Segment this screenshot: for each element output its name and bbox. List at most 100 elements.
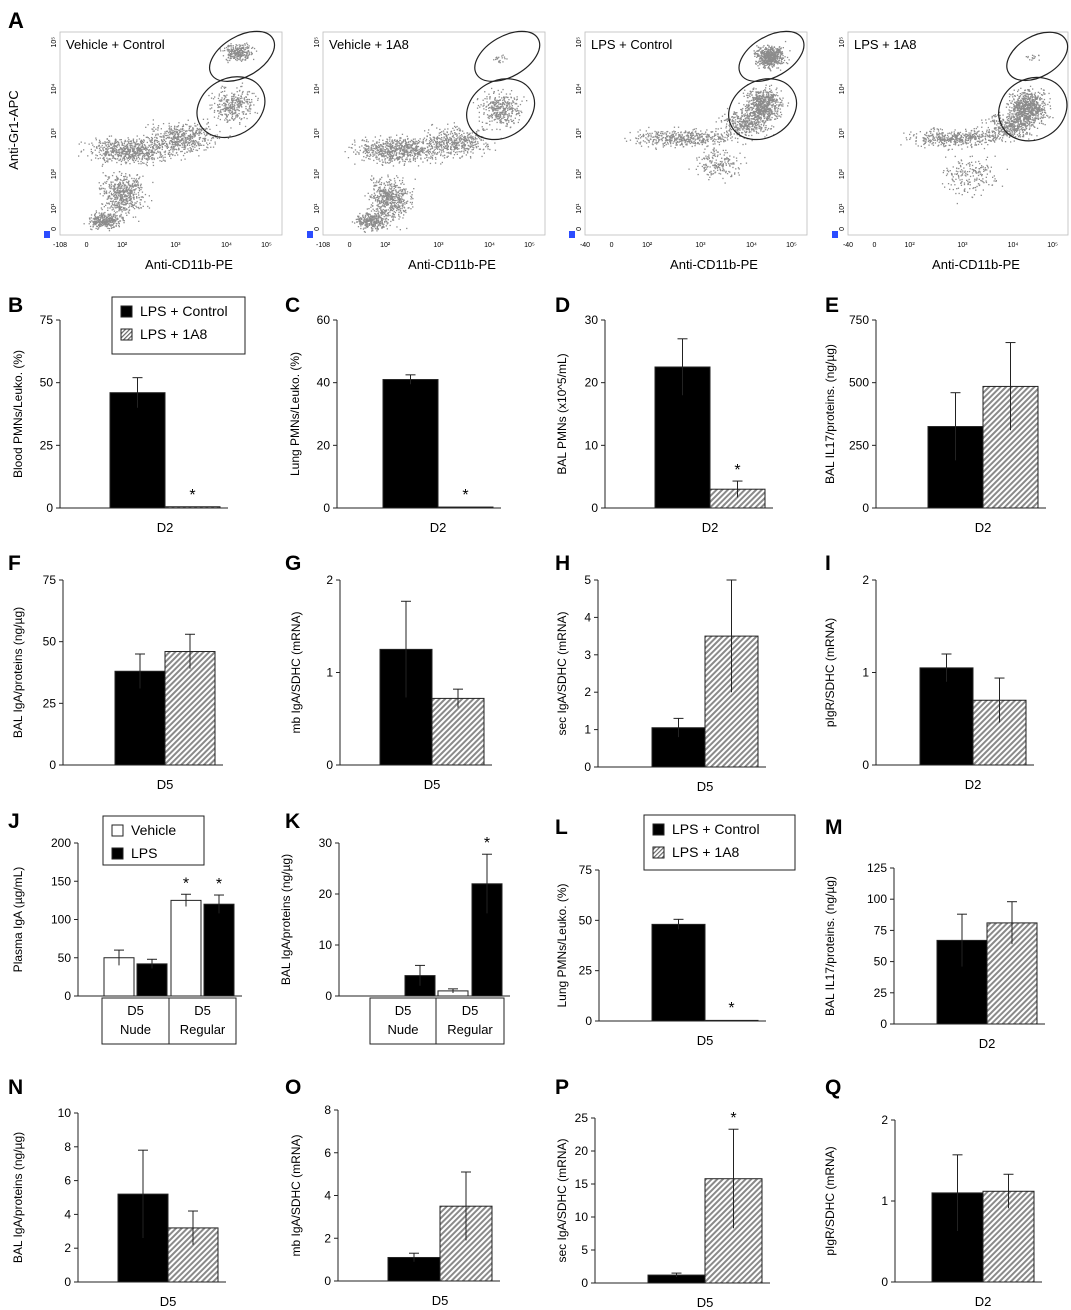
flow-event-dot: [446, 156, 448, 158]
flow-event-dot: [507, 102, 509, 104]
flow-event-dot: [244, 125, 247, 128]
flow-event-dot: [470, 144, 472, 146]
flow-event-dot: [377, 219, 380, 221]
flow-event-dot: [436, 127, 438, 129]
flow-event-dot: [391, 150, 393, 152]
flow-event-dot: [128, 154, 130, 157]
flow-event-dot: [506, 105, 508, 107]
flow-event-dot: [116, 146, 118, 148]
flow-event-dot: [456, 153, 458, 155]
flow-event-dot: [482, 139, 484, 141]
flow-event-dot: [369, 213, 371, 216]
flow-event-dot: [128, 187, 130, 189]
flow-event-dot: [401, 145, 403, 148]
flow-event-dot: [394, 206, 396, 208]
flow-event-dot: [389, 224, 391, 227]
flow-event-dot: [122, 153, 125, 155]
flow-event-dot: [123, 175, 125, 178]
flow-event-dot: [436, 143, 439, 145]
flow-event-dot: [120, 149, 122, 151]
flow-event-dot: [378, 187, 380, 189]
flow-event-dot: [102, 224, 104, 226]
flow-event-dot: [107, 178, 109, 181]
flow-event-dot: [471, 146, 474, 148]
flow-event-dot: [140, 146, 142, 148]
flow-event-dot: [391, 152, 394, 154]
flow-event-dot: [385, 197, 388, 199]
flow-event-dot: [394, 196, 396, 198]
flow-event-dot: [444, 145, 447, 147]
flow-event-dot: [368, 216, 370, 218]
flow-event-dot: [92, 220, 94, 223]
flow-event-dot: [484, 91, 486, 93]
flow-event-dot: [119, 209, 121, 211]
flow-event-dot: [107, 196, 110, 199]
flow-event-dot: [136, 147, 139, 149]
flow-event-dot: [374, 185, 376, 187]
flow-event-dot: [408, 148, 410, 150]
flow-event-dot: [391, 140, 393, 142]
flow-event-dot: [454, 151, 457, 154]
flow-event-dot: [176, 141, 178, 143]
flow-event-dot: [404, 148, 406, 150]
flow-event-dot: [363, 230, 366, 233]
flow-event-dot: [211, 136, 214, 139]
flow-event-dot: [389, 201, 391, 204]
flow-event-dot: [420, 149, 422, 152]
flow-event-dot: [155, 128, 157, 130]
flow-event-dot: [455, 144, 457, 147]
flow-event-dot: [220, 109, 222, 111]
flow-event-dot: [499, 112, 502, 114]
flow-event-dot: [148, 138, 150, 140]
flow-event-dot: [381, 163, 383, 166]
flow-event-dot: [231, 115, 234, 118]
flow-event-dot: [104, 222, 106, 225]
flow-event-dot: [94, 224, 96, 226]
flow-event-dot: [112, 204, 114, 206]
flow-event-dot: [367, 192, 369, 194]
flow-event-dot: [422, 147, 424, 150]
flow-event-dot: [240, 85, 242, 88]
flow-event-dot: [400, 153, 402, 155]
flow-event-dot: [237, 51, 239, 53]
flow-event-dot: [375, 217, 377, 219]
flow-event-dot: [419, 140, 421, 143]
flow-event-dot: [184, 142, 187, 144]
flow-event-dot: [124, 155, 127, 157]
flow-event-dot: [90, 148, 92, 151]
flow-event-dot: [500, 122, 502, 124]
flow-event-dot: [129, 155, 132, 158]
flow-event-dot: [454, 143, 456, 145]
flow-event-dot: [230, 47, 232, 49]
flow-event-dot: [391, 147, 393, 149]
flow-event-dot: [118, 159, 120, 162]
flow-event-dot: [461, 142, 463, 145]
flow-event-dot: [389, 178, 391, 181]
flow-event-dot: [385, 215, 388, 217]
flow-event-dot: [109, 218, 111, 220]
flow-event-dot: [409, 158, 411, 160]
flow-event-dot: [404, 153, 406, 155]
flow-event-dot: [108, 186, 110, 188]
flow-event-dot: [169, 134, 171, 136]
flow-event-dot: [178, 122, 180, 124]
flow-event-dot: [117, 221, 120, 223]
flow-event-dot: [182, 137, 184, 140]
flow-event-dot: [121, 151, 123, 153]
flow-event-dot: [370, 219, 372, 221]
flow-y-tick-label: 10¹: [51, 203, 58, 214]
flow-event-dot: [227, 104, 230, 106]
flow-event-dot: [435, 144, 437, 146]
flow-event-dot: [440, 145, 442, 148]
flow-event-dot: [502, 111, 504, 113]
flow-event-dot: [390, 194, 393, 196]
flow-event-dot: [219, 111, 221, 113]
flow-event-dot: [381, 149, 383, 151]
flow-event-dot: [441, 131, 443, 133]
flow-event-dot: [436, 136, 438, 139]
flow-event-dot: [505, 102, 508, 104]
flow-event-dot: [228, 53, 230, 55]
flow-event-dot: [380, 214, 382, 217]
flow-event-dot: [242, 113, 245, 115]
flow-event-dot: [208, 126, 210, 128]
